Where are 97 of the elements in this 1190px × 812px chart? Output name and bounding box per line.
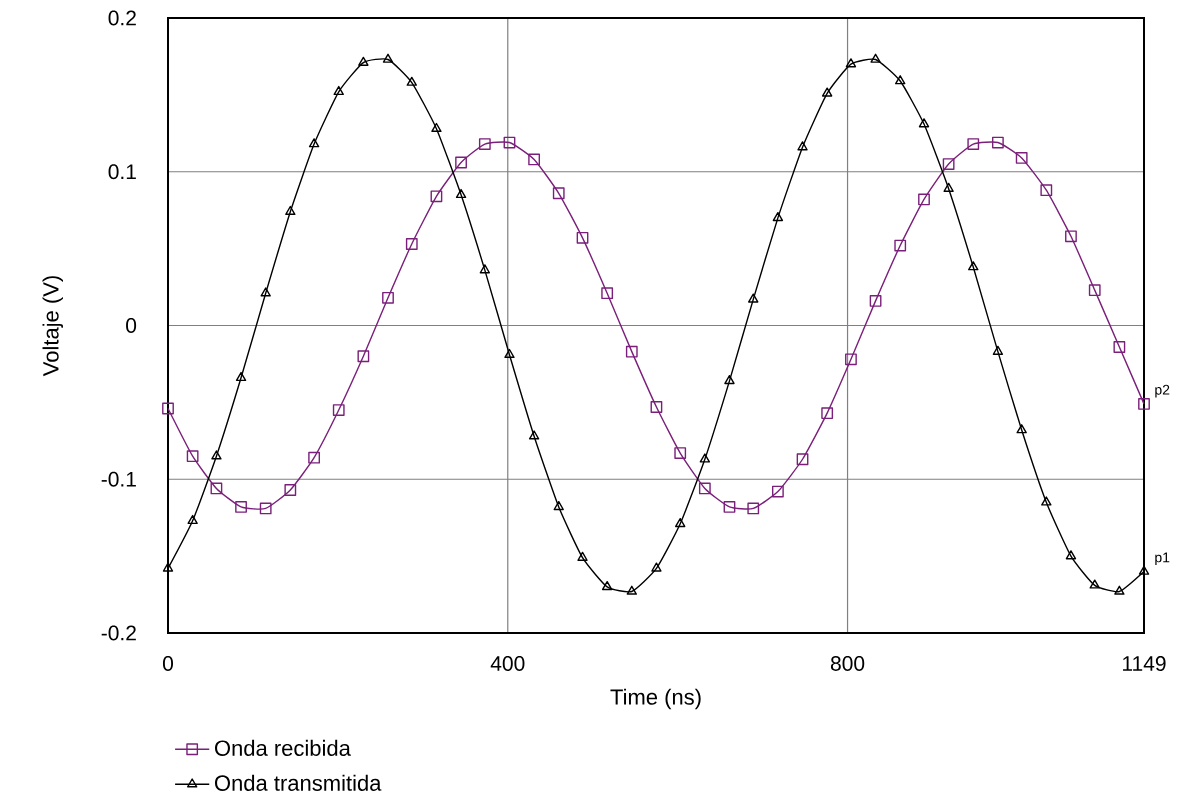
x-tick-label: 0: [162, 656, 174, 671]
y-axis-title: Voltaje (V): [42, 276, 63, 377]
point: [455, 188, 467, 199]
y-tick-label: -0.2: [101, 625, 136, 641]
point: [284, 484, 297, 496]
point: [576, 231, 589, 244]
point: [430, 190, 443, 203]
point: [943, 182, 954, 192]
point: [431, 122, 442, 132]
point: [332, 404, 345, 416]
point: [1088, 284, 1101, 297]
point: [406, 76, 417, 86]
point: [479, 264, 491, 274]
point: [211, 450, 222, 460]
point: [285, 205, 296, 216]
point: [796, 453, 809, 466]
point: [650, 401, 663, 413]
x-tick-label: 800: [830, 656, 865, 671]
point: [724, 374, 735, 385]
x-tick-label: 1149: [1123, 656, 1166, 671]
point: [651, 562, 662, 572]
point: [186, 450, 199, 463]
point: [162, 402, 174, 415]
point: [845, 58, 857, 68]
point: [674, 447, 687, 459]
point: [699, 453, 711, 463]
point: [797, 141, 808, 151]
point: [698, 482, 711, 495]
point: [1041, 496, 1052, 506]
point: [503, 136, 516, 149]
point: [358, 56, 369, 66]
point: [1138, 398, 1150, 410]
point: [625, 345, 638, 358]
point: [577, 551, 588, 561]
point: [1015, 152, 1028, 164]
point: [308, 451, 320, 464]
point: [235, 501, 247, 513]
point: [235, 371, 247, 382]
point: [894, 239, 907, 252]
y-tick-label: 0: [126, 318, 137, 333]
point: [162, 562, 174, 572]
point: [1089, 579, 1100, 589]
point: [478, 138, 491, 150]
point: [601, 580, 613, 591]
point: [1040, 184, 1053, 197]
x-axis-title: Time (ns): [610, 688, 701, 710]
point: [845, 353, 857, 366]
point: [626, 585, 637, 595]
point: [870, 53, 881, 63]
point: [210, 482, 223, 495]
point: [1065, 550, 1077, 560]
legend-label: Onda recibida: [214, 739, 351, 756]
point: [918, 118, 930, 128]
point: [382, 53, 394, 63]
point: [357, 350, 370, 363]
point: [259, 502, 272, 515]
point: [1016, 424, 1027, 434]
point: [455, 156, 467, 169]
point: [601, 287, 614, 300]
point: [1065, 230, 1077, 243]
point: [992, 136, 1004, 149]
point: [405, 238, 418, 250]
legend-label: Onda transmitida: [214, 774, 382, 791]
point: [528, 153, 541, 166]
point: [552, 187, 565, 200]
point: [748, 293, 759, 303]
point: [260, 287, 271, 297]
point: [771, 485, 784, 498]
point: [528, 430, 540, 440]
point: [1114, 585, 1125, 595]
point: [869, 295, 882, 307]
point: [967, 138, 980, 150]
y-tick-label: 0.2: [108, 10, 136, 26]
point: [747, 502, 760, 515]
point: [821, 407, 834, 420]
point: [504, 348, 515, 359]
point: [333, 85, 344, 96]
y-tick-label: -0.1: [101, 471, 136, 487]
point: [821, 87, 833, 97]
point: [1138, 565, 1150, 575]
point: [675, 517, 686, 528]
point: [772, 211, 784, 222]
point: [992, 345, 1004, 355]
point: [968, 261, 979, 271]
point: [382, 291, 394, 304]
point: [1113, 341, 1126, 353]
annotation: p1: [1155, 552, 1170, 566]
point: [308, 138, 320, 148]
point: [895, 75, 906, 85]
point: [918, 193, 930, 206]
point: [942, 158, 955, 170]
point: [187, 514, 198, 525]
point: [723, 501, 736, 513]
point: [553, 501, 564, 511]
x-tick-label: 400: [490, 656, 525, 671]
y-tick-label: 0.1: [108, 164, 136, 180]
annotation: p2: [1155, 384, 1170, 398]
